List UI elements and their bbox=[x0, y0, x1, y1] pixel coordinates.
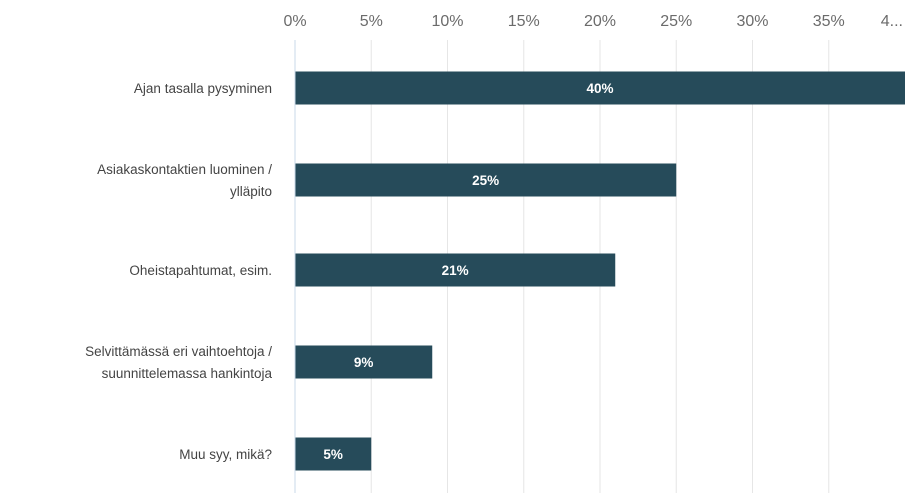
bar-1 bbox=[295, 163, 677, 197]
category-label: Selvittämässä eri vaihtoehtoja / bbox=[85, 344, 272, 359]
bar-0 bbox=[295, 71, 905, 105]
bar-3 bbox=[295, 345, 433, 379]
x-tick-label: 10% bbox=[431, 13, 463, 30]
x-tick-label: 4... bbox=[881, 13, 903, 30]
x-tick-label: 30% bbox=[736, 13, 768, 30]
bar-2 bbox=[295, 253, 616, 287]
bar-value-label: 9% bbox=[354, 355, 374, 370]
x-axis: 0% 5% 10% 15% 20% 25% 30% 35% 4... bbox=[283, 13, 903, 493]
x-tick-label: 15% bbox=[508, 13, 540, 30]
category-label: Oheistapahtumat, esim. bbox=[129, 263, 272, 278]
bar-value-label: 21% bbox=[442, 263, 469, 278]
x-tick-label: 35% bbox=[813, 13, 845, 30]
category-label: Ajan tasalla pysyminen bbox=[134, 81, 272, 96]
x-tick-label: 5% bbox=[360, 13, 383, 30]
category-labels: Ajan tasalla pysyminen Asiakaskontaktien … bbox=[85, 81, 272, 462]
bar-4 bbox=[295, 437, 372, 471]
x-tick-label: 25% bbox=[660, 13, 692, 30]
category-label: Muu syy, mikä? bbox=[179, 447, 272, 462]
x-tick-label: 20% bbox=[584, 13, 616, 30]
bars: 40% 25% 21% 9% 5% bbox=[295, 71, 905, 471]
category-label: suunnittelemassa hankintoja bbox=[102, 366, 273, 381]
bar-value-label: 5% bbox=[323, 447, 343, 462]
x-tick-label: 0% bbox=[283, 13, 306, 30]
category-label: Asiakaskontaktien luominen / bbox=[97, 162, 272, 177]
category-label: ylläpito bbox=[230, 184, 272, 199]
bar-value-label: 40% bbox=[586, 81, 613, 96]
bar-value-label: 25% bbox=[472, 173, 499, 188]
